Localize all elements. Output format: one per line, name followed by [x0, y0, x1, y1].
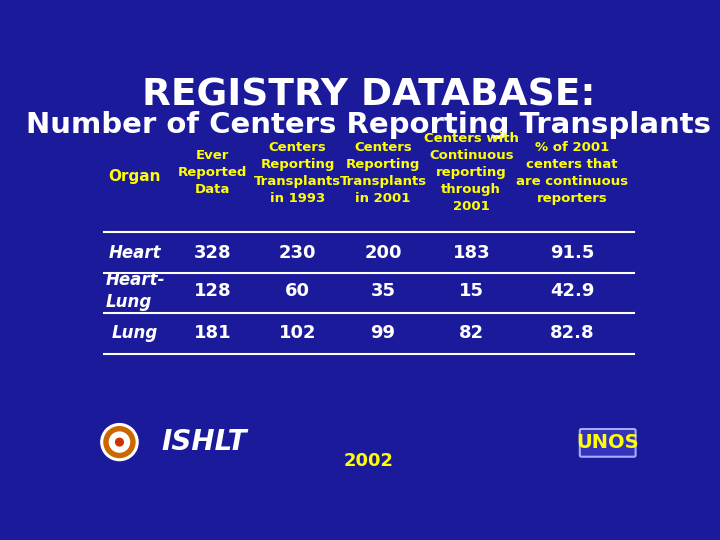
- Text: 42.9: 42.9: [550, 282, 594, 300]
- Circle shape: [109, 432, 130, 452]
- Text: 99: 99: [371, 324, 395, 342]
- Text: Lung: Lung: [112, 324, 158, 342]
- Circle shape: [116, 438, 123, 446]
- Text: Centers with
Continuous
reporting
through
2001: Centers with Continuous reporting throug…: [424, 132, 518, 213]
- Text: Heart-
Lung: Heart- Lung: [105, 271, 165, 311]
- Text: Ever
Reported
Data: Ever Reported Data: [178, 149, 247, 196]
- Text: 2002: 2002: [344, 451, 394, 470]
- Text: 15: 15: [459, 282, 484, 300]
- Text: 183: 183: [452, 244, 490, 262]
- Text: 82: 82: [459, 324, 484, 342]
- Text: 91.5: 91.5: [550, 244, 594, 262]
- Text: UNOS: UNOS: [577, 434, 639, 453]
- Text: 328: 328: [194, 244, 231, 262]
- Text: 128: 128: [194, 282, 231, 300]
- Text: 35: 35: [371, 282, 395, 300]
- Text: Centers
Reporting
Transplants
in 1993: Centers Reporting Transplants in 1993: [254, 140, 341, 205]
- Text: ISHLT: ISHLT: [161, 428, 247, 456]
- Text: 102: 102: [279, 324, 317, 342]
- Text: 181: 181: [194, 324, 231, 342]
- Text: % of 2001
centers that
are continuous
reporters: % of 2001 centers that are continuous re…: [516, 140, 628, 205]
- Circle shape: [104, 427, 135, 457]
- Text: 230: 230: [279, 244, 317, 262]
- Text: 200: 200: [364, 244, 402, 262]
- Text: Heart: Heart: [109, 244, 161, 262]
- Text: 60: 60: [285, 282, 310, 300]
- FancyBboxPatch shape: [580, 429, 636, 457]
- Circle shape: [101, 423, 138, 461]
- Text: 82.8: 82.8: [550, 324, 595, 342]
- Text: Centers
Reporting
Transplants
in 2001: Centers Reporting Transplants in 2001: [339, 140, 426, 205]
- Text: Number of Centers Reporting Transplants: Number of Centers Reporting Transplants: [27, 111, 711, 139]
- Text: Organ: Organ: [109, 169, 161, 184]
- Text: REGISTRY DATABASE:: REGISTRY DATABASE:: [143, 78, 595, 113]
